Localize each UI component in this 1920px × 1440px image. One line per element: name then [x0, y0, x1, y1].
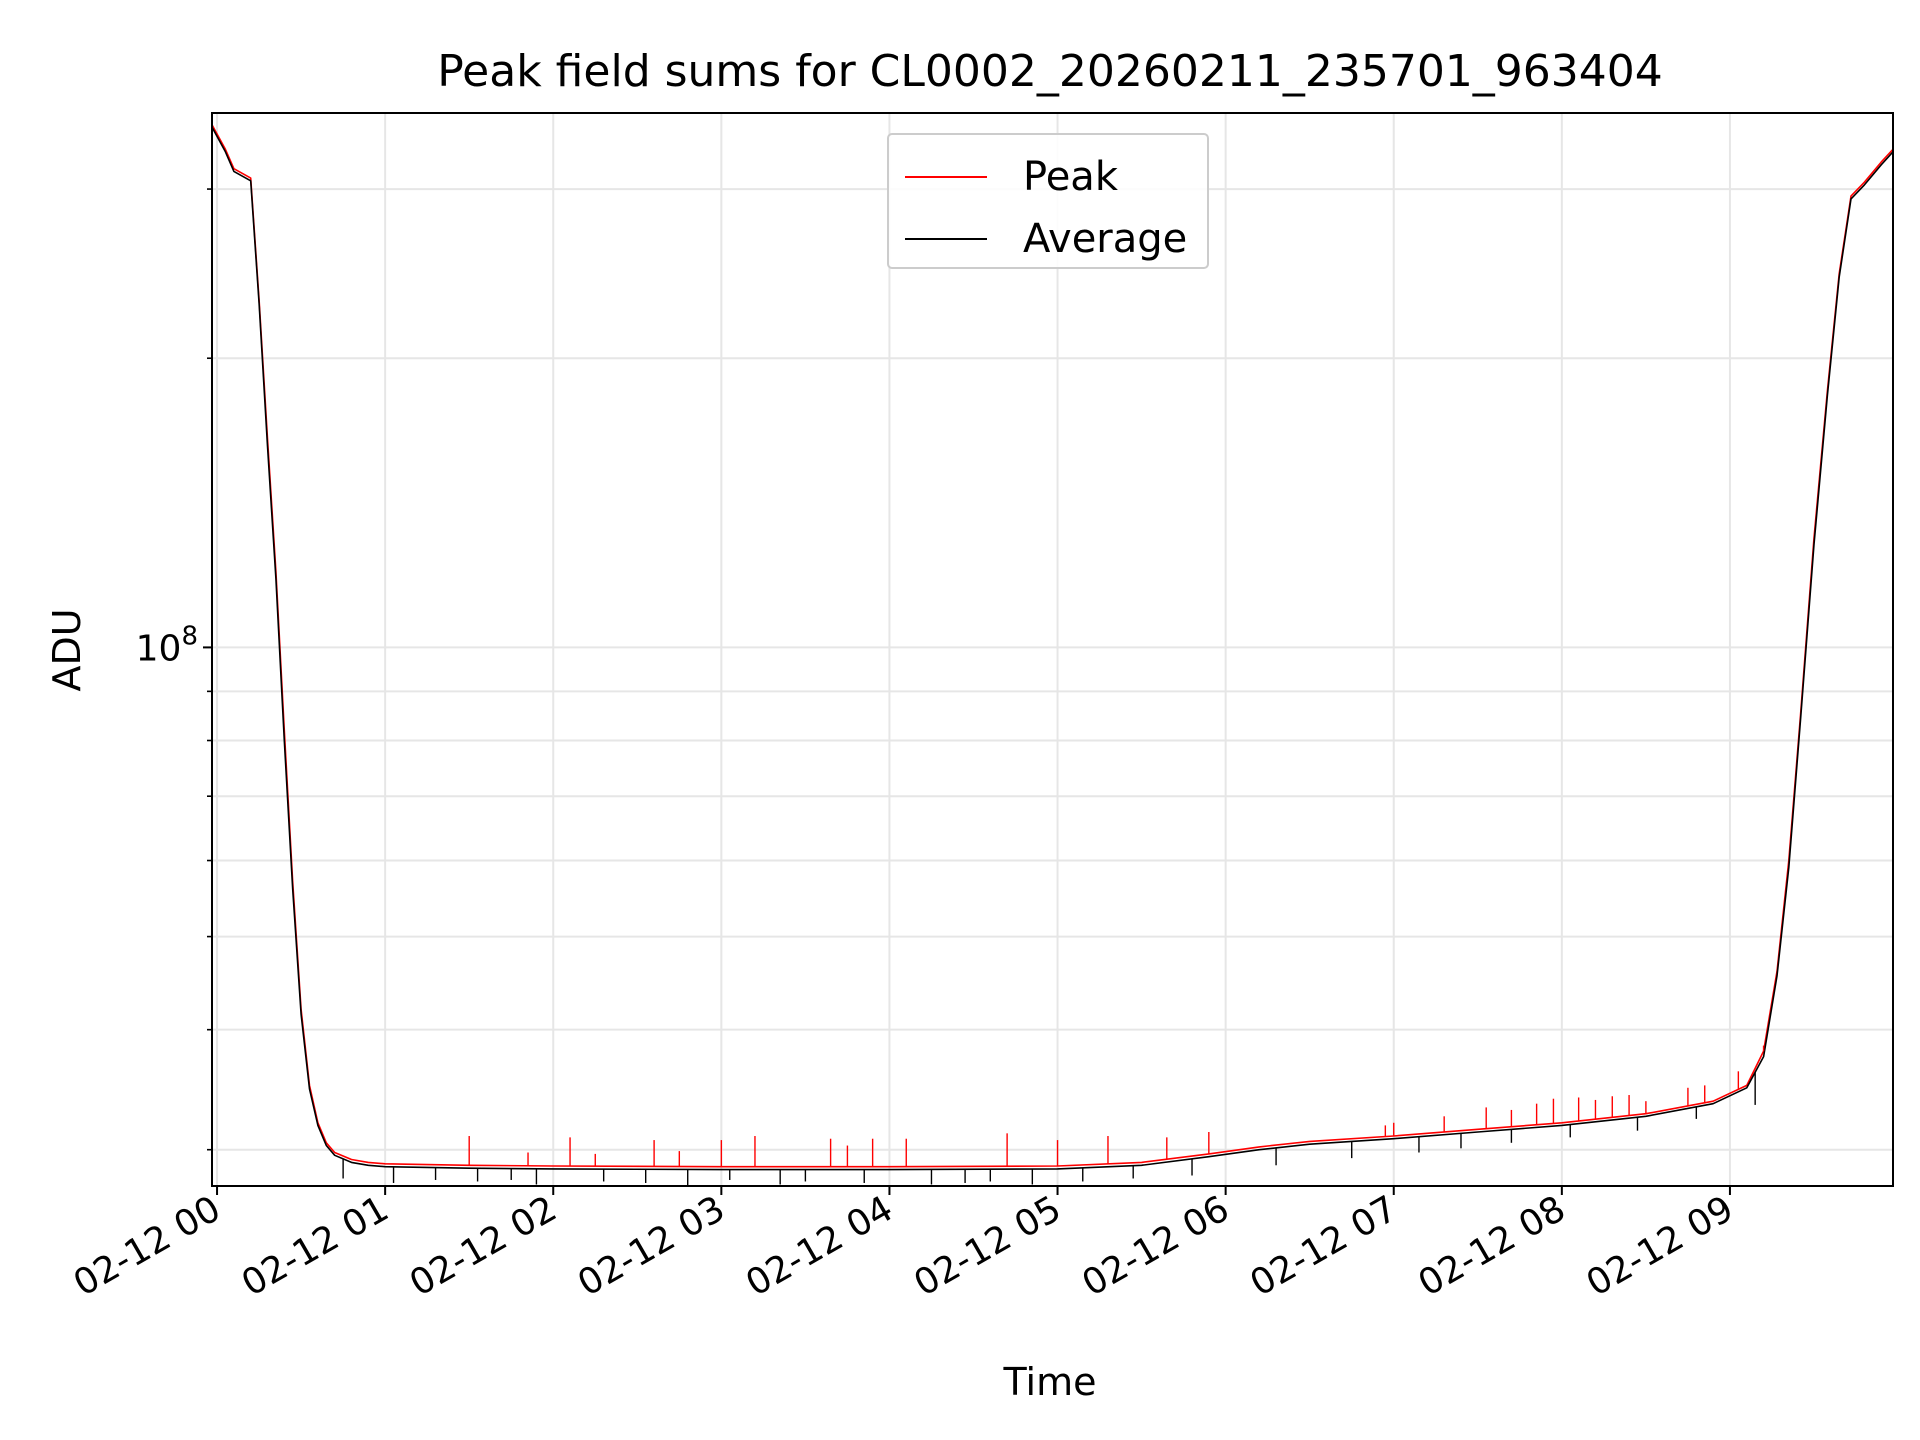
y-tick-label: 108 — [136, 621, 198, 669]
x-tick-label: 02-12 02 — [403, 1188, 564, 1304]
y-tick-label-exponent: 8 — [181, 621, 198, 651]
chart-title: Peak field sums for CL0002_20260211_2357… — [437, 46, 1663, 97]
legend-swatch-peak — [905, 176, 987, 178]
x-tick-label: 02-12 08 — [1412, 1188, 1573, 1304]
series-line-peak — [211, 124, 1894, 1168]
x-tick-label: 02-12 03 — [571, 1188, 732, 1304]
y-axis-label: ADU — [45, 608, 89, 691]
legend-swatch-average — [905, 238, 987, 240]
y-tick-label-base: 10 — [136, 628, 182, 669]
x-axis-label: Time — [1003, 1360, 1097, 1404]
grid-layer — [212, 113, 1893, 1186]
series-line-average — [211, 126, 1894, 1171]
x-tick-label: 02-12 06 — [1075, 1188, 1236, 1304]
plot-frame — [211, 112, 1894, 1187]
x-tick-label: 02-12 09 — [1580, 1188, 1741, 1304]
legend: Peak Average — [887, 133, 1209, 269]
x-tick-label: 02-12 05 — [907, 1188, 1068, 1304]
legend-label-average: Average — [1023, 216, 1188, 262]
legend-label-peak: Peak — [1023, 154, 1118, 200]
x-tick-label: 02-12 07 — [1244, 1188, 1405, 1304]
x-tick-label: 02-12 01 — [235, 1188, 396, 1304]
tick-layer: 02-12 00 02-12 01 02-12 02 02-12 03 02-12 04… — [67, 188, 1741, 1305]
x-tick-label: 02-12 04 — [739, 1188, 900, 1304]
x-tick-label: 02-12 00 — [67, 1188, 228, 1304]
series-layer — [211, 124, 1894, 1186]
